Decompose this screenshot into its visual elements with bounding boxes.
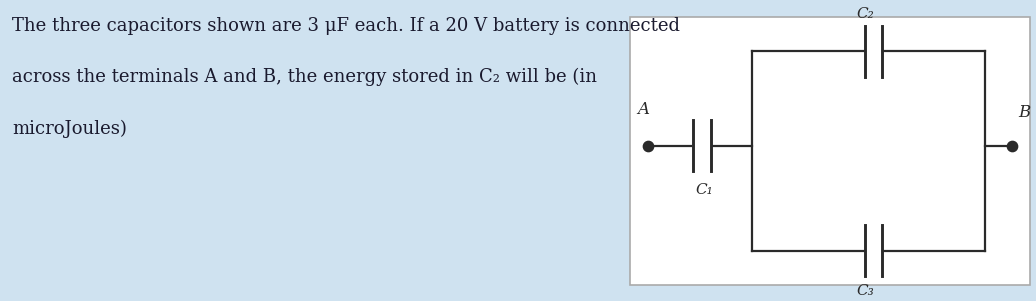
Text: B: B [1018,104,1030,121]
Text: C₃: C₃ [857,284,874,298]
Text: across the terminals A and B, the energy stored in C₂ will be (in: across the terminals A and B, the energy… [12,68,597,86]
Text: C₂: C₂ [857,7,874,21]
Text: microJoules): microJoules) [12,119,126,138]
Text: A: A [637,101,649,118]
Text: C₁: C₁ [695,183,713,197]
Text: The three capacitors shown are 3 μF each. If a 20 V battery is connected: The three capacitors shown are 3 μF each… [12,17,680,35]
Point [1004,143,1020,148]
FancyBboxPatch shape [630,17,1030,285]
Point [639,143,656,148]
